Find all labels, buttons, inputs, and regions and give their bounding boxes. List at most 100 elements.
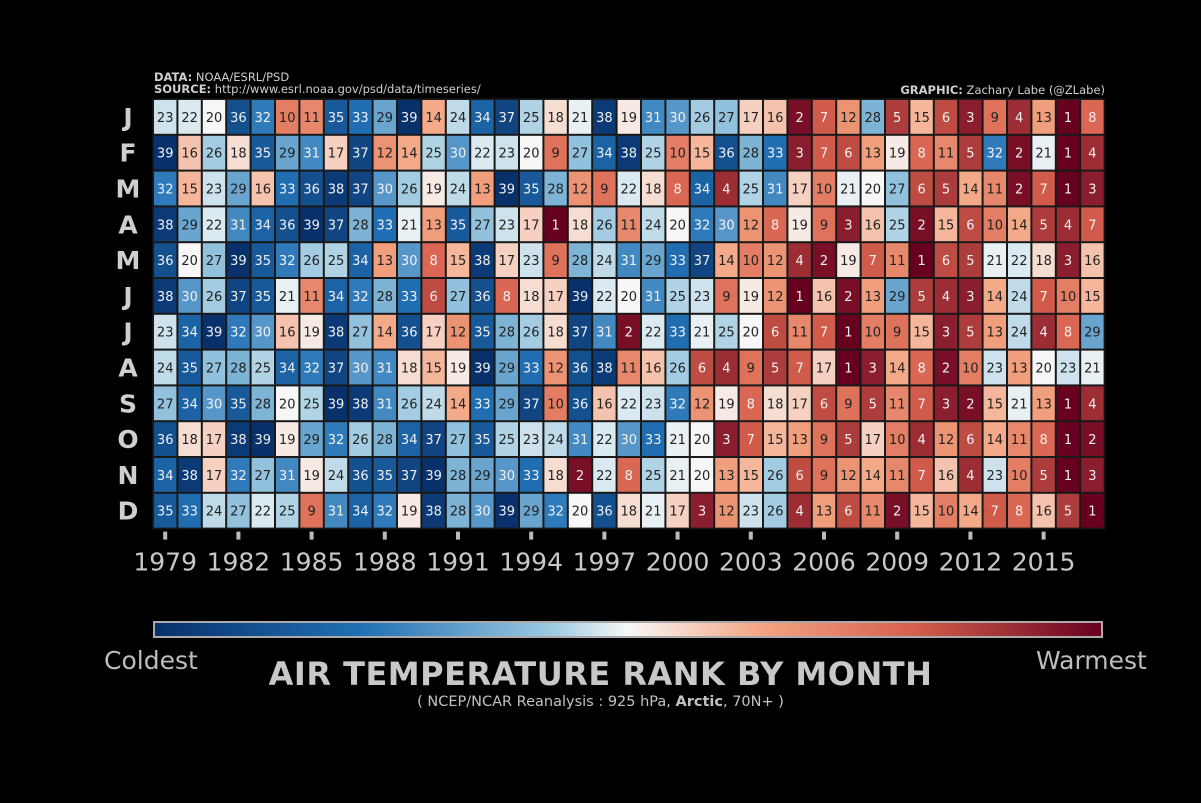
cell-1981-m12 (201, 492, 227, 529)
cell-2005-m8 (787, 349, 812, 386)
row-label-1: J (121, 103, 132, 132)
row-label-11: N (118, 461, 139, 490)
cell-label-2013-m7: 13 (987, 326, 1004, 341)
cell-2015-m8 (1031, 349, 1056, 386)
cell-label-1980-m6: 30 (181, 290, 198, 305)
cell-label-1995-m5: 9 (551, 254, 559, 269)
cell-1998-m10 (616, 421, 641, 458)
cell-1993-m3 (494, 170, 520, 207)
cell-label-1999-m10: 33 (645, 433, 662, 448)
cell-label-2002-m2: 36 (718, 147, 735, 162)
cell-label-2013-m6: 14 (987, 290, 1004, 305)
cell-label-1986-m1: 35 (328, 111, 345, 126)
cell-label-2013-m2: 32 (987, 147, 1004, 162)
cell-label-1993-m5: 17 (499, 254, 516, 269)
cell-2002-m12 (714, 492, 739, 529)
cell-2015-m10 (1031, 421, 1056, 458)
cell-2012-m3 (958, 170, 983, 207)
cell-1982-m4 (226, 206, 251, 243)
cell-2000-m8 (665, 349, 690, 386)
cell-label-2015-m8: 20 (1035, 362, 1052, 377)
cell-label-2016-m10: 1 (1064, 433, 1072, 448)
cell-label-2016-m12: 5 (1064, 505, 1072, 520)
cell-2005-m1 (787, 99, 812, 135)
cell-2007-m9 (836, 385, 861, 422)
cell-label-2004-m7: 6 (771, 326, 779, 341)
cell-label-2010-m12: 15 (913, 505, 930, 520)
cell-1993-m5 (494, 242, 520, 278)
cell-label-1997-m1: 38 (596, 111, 613, 126)
cell-label-2011-m6: 4 (942, 290, 950, 305)
cell-label-2015-m3: 7 (1039, 183, 1047, 198)
cell-label-1992-m12: 30 (474, 505, 491, 520)
cell-1997-m7 (592, 313, 617, 350)
cell-label-2000-m7: 33 (669, 326, 686, 341)
cell-1996-m7 (567, 313, 593, 350)
cell-1994-m11 (519, 457, 544, 493)
cell-2014-m10 (1007, 421, 1032, 458)
cell-1995-m8 (543, 349, 568, 386)
cell-label-1982-m5: 39 (230, 254, 247, 269)
cell-label-1994-m9: 37 (523, 397, 540, 412)
cell-2010-m6 (909, 278, 934, 314)
cell-label-2014-m9: 21 (1011, 397, 1028, 412)
cell-label-2009-m6: 29 (889, 290, 906, 305)
cell-1985-m6 (299, 278, 324, 314)
cell-label-1995-m11: 18 (547, 469, 564, 484)
cell-2008-m4 (860, 206, 885, 243)
cell-label-2008-m3: 20 (865, 183, 882, 198)
cell-1983-m5 (250, 242, 276, 278)
cell-1989-m10 (397, 421, 422, 458)
cell-2017-m2 (1080, 134, 1105, 171)
cell-label-2003-m6: 19 (743, 290, 760, 305)
cell-label-2011-m7: 3 (942, 326, 950, 341)
cell-1999-m7 (641, 313, 666, 350)
cell-1987-m8 (348, 349, 373, 386)
cell-label-2015-m7: 4 (1039, 326, 1047, 341)
cell-label-1990-m5: 8 (429, 254, 437, 269)
cell-label-1985-m10: 29 (303, 433, 320, 448)
cell-label-1980-m10: 18 (181, 433, 198, 448)
cell-2010-m1 (909, 99, 934, 135)
cell-label-2008-m11: 14 (865, 469, 882, 484)
cell-1981-m5 (201, 242, 227, 278)
cell-label-2009-m10: 10 (889, 433, 906, 448)
cell-2014-m8 (1007, 349, 1032, 386)
cell-1991-m8 (445, 349, 471, 386)
cell-label-1987-m11: 36 (352, 469, 369, 484)
cell-label-2016-m8: 23 (1060, 362, 1077, 377)
cell-2017-m5 (1080, 242, 1105, 278)
cell-label-2016-m11: 1 (1064, 469, 1072, 484)
cell-label-2003-m10: 7 (747, 433, 755, 448)
cell-1996-m11 (567, 457, 593, 493)
cell-label-1983-m4: 34 (255, 218, 272, 233)
cell-2003-m7 (738, 313, 763, 350)
cell-1998-m9 (616, 385, 641, 422)
cell-1980-m7 (177, 313, 202, 350)
cell-1979-m2 (153, 134, 178, 171)
cell-2004-m11 (763, 457, 788, 493)
cell-2005-m12 (787, 492, 812, 529)
cell-2012-m1 (958, 99, 983, 135)
cell-1988-m8 (372, 349, 398, 386)
cell-2012-m9 (958, 385, 983, 422)
cell-label-1986-m2: 17 (328, 147, 345, 162)
colorbar (153, 621, 1103, 638)
x-tick-2000 (675, 531, 680, 540)
cell-1996-m1 (567, 99, 593, 135)
cell-2016-m6 (1055, 278, 1081, 314)
cell-label-1993-m9: 29 (499, 397, 516, 412)
cell-label-2014-m7: 24 (1011, 326, 1028, 341)
cell-2004-m2 (763, 134, 788, 171)
cell-2000-m5 (665, 242, 690, 278)
cell-label-1987-m6: 32 (352, 290, 369, 305)
cell-2011-m11 (933, 457, 959, 493)
cell-label-1991-m5: 15 (450, 254, 467, 269)
cell-1984-m7 (275, 313, 300, 350)
cell-label-1989-m1: 39 (401, 111, 418, 126)
cell-2003-m6 (738, 278, 763, 314)
cell-1980-m5 (177, 242, 202, 278)
cell-label-2001-m7: 21 (694, 326, 711, 341)
cell-1984-m9 (275, 385, 300, 422)
cell-1996-m6 (567, 278, 593, 314)
